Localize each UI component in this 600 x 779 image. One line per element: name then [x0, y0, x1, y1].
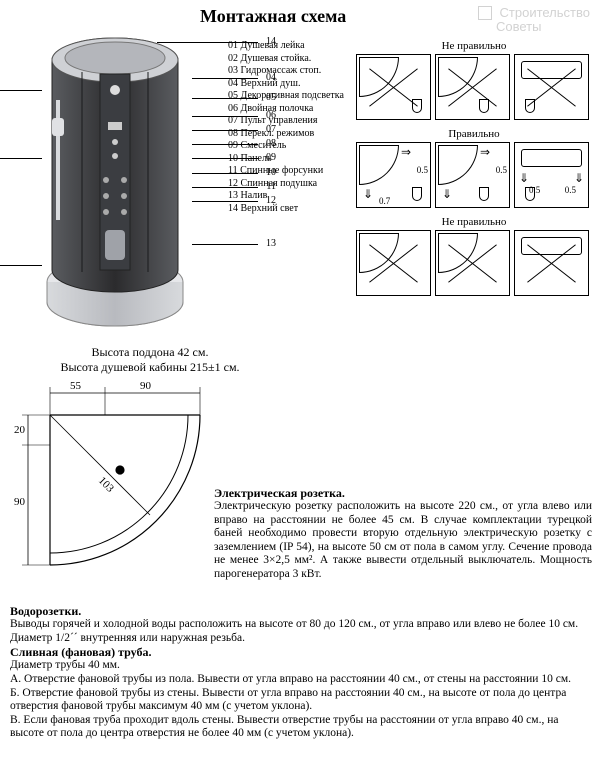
drain-p0: Диаметр трубы 40 мм. — [10, 659, 592, 673]
parts-list-item: 05 Декоративная подсветка — [228, 90, 344, 103]
dim-55: 55 — [70, 380, 82, 392]
parts-list-item: 13 Налив — [228, 190, 344, 203]
heights-text: Высота поддона 42 см. Высота душевой каб… — [60, 345, 240, 375]
dim-103: 103 — [96, 475, 117, 496]
drain-pA: А. Отверстие фановой трубы из пола. Выве… — [10, 673, 592, 687]
diag-wrong-1 — [356, 54, 431, 120]
shower-cabin-image — [42, 30, 188, 330]
watermark: Строительство Советы — [478, 6, 590, 35]
diag-wrong-5 — [435, 230, 510, 296]
diag-wrong-3 — [514, 54, 589, 120]
parts-list-item: 08 Перекл. режимов — [228, 128, 344, 141]
plan-drawing: 55 90 20 90 103 — [10, 375, 210, 595]
label-wrong-2: Не правильно — [356, 216, 592, 228]
parts-list: 01 Душевая лейка02 Душевая стойка.03 Гид… — [228, 40, 344, 215]
parts-list-item: 02 Душевая стойка. — [228, 53, 344, 66]
placement-diagrams: Не правильно Правильно ⇓ ⇒ 0.7 0.5 — [356, 40, 592, 296]
drain-heading: Сливная (фановая) труба. — [10, 645, 592, 659]
diag-wrong-2 — [435, 54, 510, 120]
tray-height: Высота поддона 42 см. — [60, 345, 240, 360]
electrical-section: Электрическая розетка. Электрическую роз… — [214, 486, 592, 582]
parts-list-item: 06 Двойная полочка — [228, 103, 344, 116]
parts-list-item: 12 Спинная подушка — [228, 178, 344, 191]
leader-line: 13 — [192, 244, 258, 245]
parts-list-item: 09 Смеситель — [228, 140, 344, 153]
parts-list-item: 07 Пульт управления — [228, 115, 344, 128]
dim-90a: 90 — [140, 380, 152, 392]
water-heading: Водорозетки. — [10, 604, 592, 618]
diag-right-3: ⇓ ⇓ 0.5 0.5 — [514, 142, 589, 208]
label-right: Правильно — [356, 128, 592, 140]
dim-20: 20 — [14, 424, 26, 436]
watermark-line1: Строительство — [500, 5, 590, 20]
bottom-text: Водорозетки. Выводы горячей и холодной в… — [10, 604, 592, 741]
diag-right-1: ⇓ ⇒ 0.7 0.5 — [356, 142, 431, 208]
watermark-line2: Советы — [496, 19, 541, 34]
house-icon — [478, 6, 492, 20]
dim-90b: 90 — [14, 496, 26, 508]
label-wrong: Не правильно — [356, 40, 592, 52]
parts-list-item: 11 Спинные форсунки — [228, 165, 344, 178]
parts-list-item: 04 Верхний душ. — [228, 78, 344, 91]
diag-wrong-6 — [514, 230, 589, 296]
diag-wrong-4 — [356, 230, 431, 296]
page-title: Монтажная схема — [200, 6, 346, 27]
drain-pB: Б. Отверстие фановой трубы из стены. Выв… — [10, 687, 592, 714]
drain-pC: В. Если фановая труба проходит вдоль сте… — [10, 714, 592, 741]
leader-num: 13 — [266, 238, 276, 249]
elec-text: Электрическую розетку расположить на выс… — [214, 500, 592, 581]
parts-list-item: 10 Панель — [228, 153, 344, 166]
parts-list-item: 03 Гидромассаж стоп. — [228, 65, 344, 78]
diag-right-2: ⇓ ⇒ 0.5 — [435, 142, 510, 208]
water-text: Выводы горячей и холодной воды расположи… — [10, 618, 592, 645]
cabin-height: Высота душевой кабины 215±1 см. — [60, 360, 240, 375]
parts-list-item: 14 Верхний свет — [228, 203, 344, 216]
parts-list-item: 01 Душевая лейка — [228, 40, 344, 53]
elec-heading: Электрическая розетка. — [214, 486, 592, 500]
